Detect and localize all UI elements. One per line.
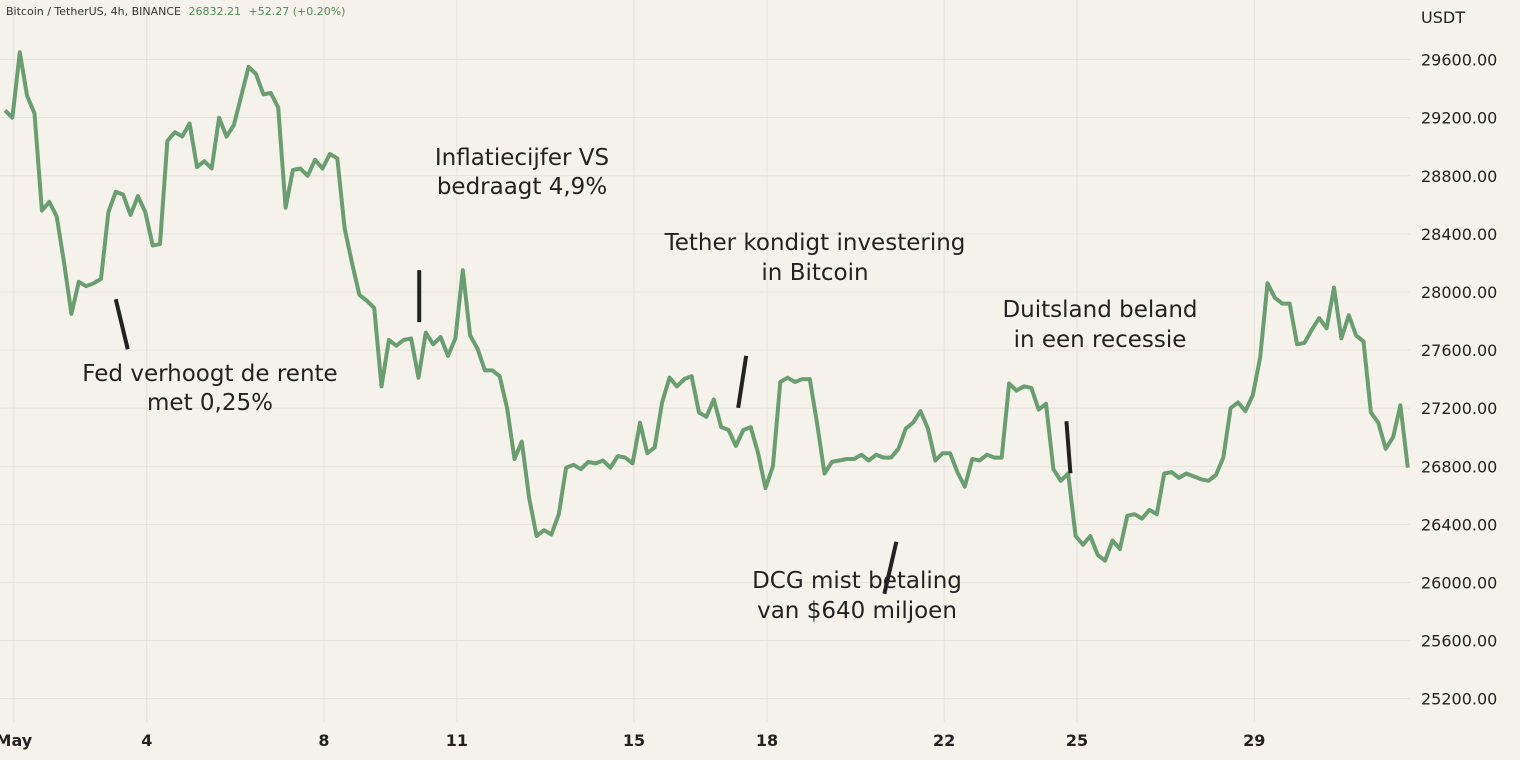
annotation-leader bbox=[882, 541, 899, 595]
annotation-label: Tether kondigt investering bbox=[664, 230, 966, 256]
annotation-label: Inflatiecijfer VS bbox=[435, 145, 609, 171]
y-axis: 29600.00 29200.00 28800.00 28400.00 28000.00… bbox=[1421, 51, 1497, 709]
chart-header: Bitcoin / TetherUS, 4h, BINANCE 26832.21… bbox=[6, 5, 345, 18]
y-tick-label: 28400.00 bbox=[1421, 225, 1497, 244]
annotation-label: Fed verhoogt de rente bbox=[82, 361, 337, 387]
x-tick-label: 15 bbox=[623, 731, 645, 750]
y-tick-label: 26000.00 bbox=[1421, 573, 1497, 592]
annotation-label: bedraagt 4,9% bbox=[437, 174, 607, 200]
x-tick-label: 8 bbox=[318, 731, 329, 750]
last-price: 26832.21 bbox=[188, 5, 242, 18]
x-tick-label: 11 bbox=[446, 731, 468, 750]
x-axis: May 4 8 11 15 18 22 25 29 bbox=[0, 731, 1265, 750]
x-tick-label: 25 bbox=[1066, 731, 1088, 750]
annotation-leader bbox=[113, 298, 130, 350]
y-tick-label: 29200.00 bbox=[1421, 109, 1497, 128]
y-tick-label: 28000.00 bbox=[1421, 283, 1497, 302]
y-tick-label: 26800.00 bbox=[1421, 457, 1497, 476]
y-tick-label: 25600.00 bbox=[1421, 632, 1497, 651]
x-tick-label: 4 bbox=[141, 731, 152, 750]
x-tick-label: 22 bbox=[933, 731, 955, 750]
annotation-label: Duitsland beland bbox=[1002, 297, 1197, 323]
grid-lines bbox=[0, 0, 1410, 722]
annotations: Fed verhoogt de rente met 0,25% Inflatieci… bbox=[82, 145, 1197, 624]
annotation-label: in een recessie bbox=[1014, 327, 1187, 353]
x-tick-label: 18 bbox=[756, 731, 778, 750]
symbol-label: Bitcoin / TetherUS, 4h, BINANCE bbox=[6, 5, 182, 18]
y-tick-label: 29600.00 bbox=[1421, 51, 1497, 70]
x-tick-label: May bbox=[0, 731, 33, 750]
y-tick-label: 26400.00 bbox=[1421, 515, 1497, 534]
annotation-label: DCG mist betaling bbox=[752, 568, 962, 594]
price-line-series bbox=[3, 50, 1410, 563]
annotation-label: van $640 miljoen bbox=[757, 598, 957, 624]
y-tick-label: 27200.00 bbox=[1421, 399, 1497, 418]
annotation-label: met 0,25% bbox=[147, 390, 273, 416]
annotation-leader bbox=[1064, 421, 1073, 474]
annotation-leader bbox=[736, 355, 749, 409]
y-tick-label: 27600.00 bbox=[1421, 341, 1497, 360]
x-tick-label: 29 bbox=[1243, 731, 1265, 750]
y-tick-label: 28800.00 bbox=[1421, 167, 1497, 186]
price-change: +52.27 (+0.20%) bbox=[248, 5, 346, 18]
annotation-label: in Bitcoin bbox=[761, 260, 868, 286]
y-axis-unit: USDT bbox=[1421, 8, 1465, 27]
y-tick-label: 25200.00 bbox=[1421, 690, 1497, 709]
